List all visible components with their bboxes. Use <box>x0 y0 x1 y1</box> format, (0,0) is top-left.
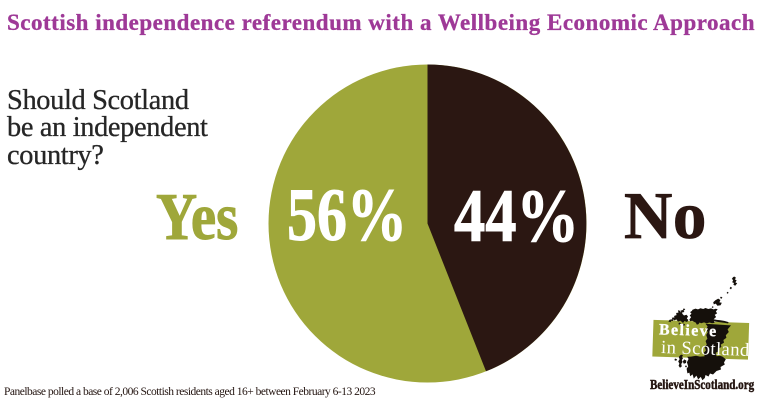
svg-text:Believe: Believe <box>659 321 718 340</box>
svg-text:in Scotland: in Scotland <box>661 337 751 361</box>
